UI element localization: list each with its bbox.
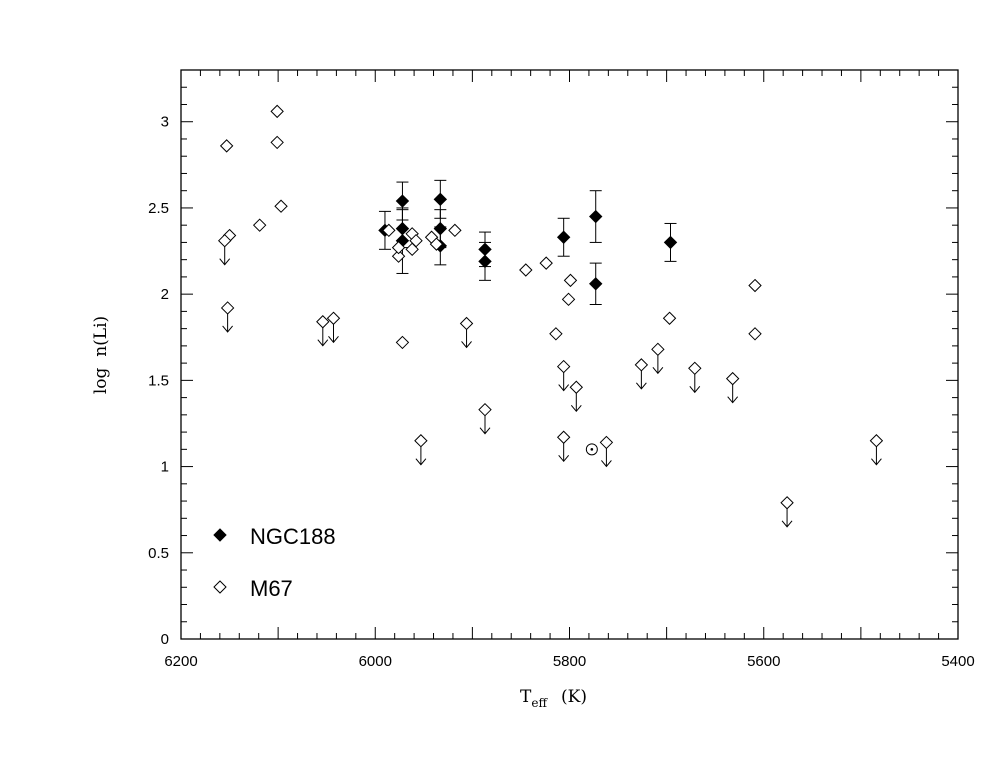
m67-upper-limit-point <box>869 434 884 448</box>
ngc188-point <box>395 194 410 208</box>
legend-label-ngc188: NGC188 <box>250 524 336 549</box>
upper-limit-arrowhead <box>871 458 882 466</box>
x-axis-label: T <box>520 687 532 707</box>
m67-upper-limit-point <box>651 342 665 357</box>
m67-point <box>382 223 396 238</box>
m67-point <box>270 104 284 119</box>
m67-upper-limit-point <box>478 402 492 417</box>
ngc188-point <box>589 209 603 224</box>
m67-point <box>405 242 419 257</box>
m67-upper-limit-point <box>217 233 232 248</box>
m67-point <box>252 218 267 232</box>
m67-point <box>519 263 533 277</box>
m67-point <box>662 311 677 325</box>
upper-limit-arrowhead <box>689 385 701 394</box>
m67-upper-limit-point <box>725 371 740 386</box>
m67-point <box>539 256 553 270</box>
legend-label-m67: M67 <box>250 576 293 601</box>
x-tick-label: 5400 <box>941 653 974 670</box>
m67-point <box>219 139 234 153</box>
legend: NGC188 M67 <box>213 524 336 601</box>
upper-limit-arrowhead <box>601 460 612 468</box>
m67-upper-limit-point <box>634 358 649 372</box>
legend-marker-ngc188 <box>213 528 227 542</box>
ticks-layer <box>180 69 959 640</box>
y-tick-label: 2 <box>161 286 169 303</box>
upper-limit-arrowhead <box>652 367 664 375</box>
tick-labels-layer: 6200 6000 5800 5600 5400 0 0.5 1 1.5 2 2.5 3 <box>148 114 975 670</box>
x-tick-label: 5600 <box>747 653 780 670</box>
upper-limit-arrowhead <box>219 258 231 266</box>
m67-upper-limit-point <box>599 435 614 450</box>
m67-point <box>391 240 406 255</box>
m67-upper-limit-point <box>326 311 341 325</box>
m67-point <box>563 273 578 288</box>
ngc188-point <box>589 277 603 291</box>
m67-upper-limit-point <box>780 496 794 510</box>
data-marks <box>217 104 884 528</box>
upper-limit-arrowhead <box>479 427 491 435</box>
m67-point <box>409 233 423 248</box>
m67-point <box>270 135 284 150</box>
x-tick-label: 6000 <box>359 653 392 670</box>
upper-limit-arrowhead <box>415 458 427 466</box>
x-axis-label-unit: (K) <box>561 687 587 707</box>
sun-symbol-dot <box>590 448 594 451</box>
ngc188-point <box>556 230 571 244</box>
ngc188-point <box>433 192 448 207</box>
upper-limit-arrowhead <box>328 335 339 344</box>
m67-point <box>274 199 288 213</box>
m67-point <box>561 292 576 307</box>
y-tick-label: 2.5 <box>148 200 169 217</box>
m67-point <box>448 223 462 238</box>
y-tick-label: 0 <box>161 631 169 648</box>
m67-upper-limit-point <box>556 430 571 444</box>
y-axis-label: log n(Li) <box>91 316 111 394</box>
y-tick-label: 1.5 <box>148 372 169 389</box>
upper-limit-arrowhead <box>570 404 582 413</box>
y-tick-label: 0.5 <box>148 545 169 562</box>
upper-limit-arrowhead <box>635 382 647 390</box>
y-tick-label: 1 <box>161 459 169 476</box>
m67-point <box>748 278 762 293</box>
upper-limit-arrowhead <box>558 454 570 463</box>
upper-limit-arrowhead <box>781 520 793 528</box>
upper-limit-arrowhead <box>558 384 570 392</box>
m67-upper-limit-point <box>220 301 235 315</box>
x-axis-label-subscript: eff <box>531 696 548 710</box>
ngc188-point <box>663 235 678 250</box>
m67-point <box>748 327 762 341</box>
m67-point <box>549 327 563 341</box>
upper-limit-arrowhead <box>317 339 329 347</box>
legend-marker-m67 <box>213 580 227 594</box>
plot-frame <box>180 69 959 640</box>
x-axis-title: Teff (K) <box>520 687 587 710</box>
m67-upper-limit-point <box>459 316 474 331</box>
x-tick-label: 6200 <box>164 653 197 670</box>
ngc188-point <box>478 254 492 269</box>
m67-point <box>395 335 410 350</box>
upper-limit-arrowhead <box>727 396 739 404</box>
m67-upper-limit-point <box>556 359 571 374</box>
m67-point <box>391 249 406 263</box>
m67-upper-limit-point <box>688 361 702 376</box>
upper-limit-arrowhead <box>222 325 234 333</box>
upper-limit-arrowhead <box>461 341 472 349</box>
y-tick-label: 3 <box>161 114 169 131</box>
m67-upper-limit-point <box>316 315 330 329</box>
m67-upper-limit-point <box>414 434 428 448</box>
m67-point <box>429 237 444 251</box>
x-tick-label: 5800 <box>553 653 586 670</box>
m67-upper-limit-point <box>569 380 584 394</box>
